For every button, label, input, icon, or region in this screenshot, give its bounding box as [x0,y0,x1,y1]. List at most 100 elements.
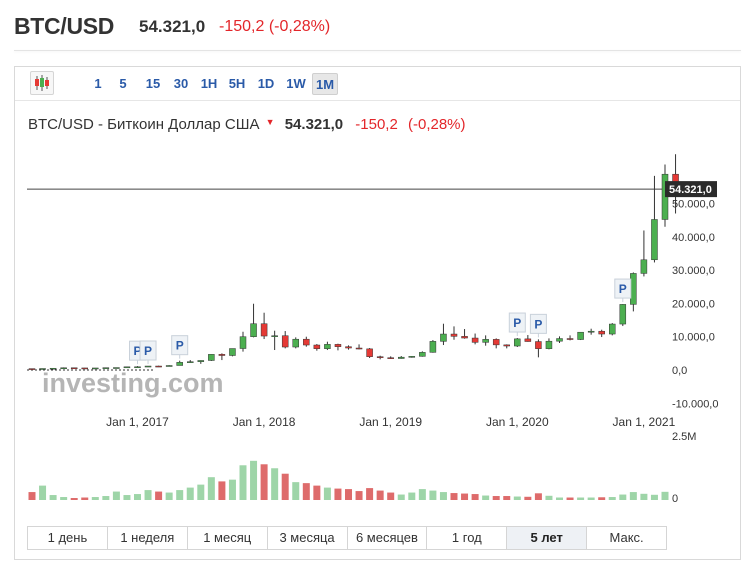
candle-body[interactable] [49,367,57,370]
candle-body[interactable] [260,323,268,337]
candle-body[interactable] [524,338,532,342]
event-marker-label: P [513,316,521,330]
chart-subtitle: BTC/USD - Биткоин Доллар США ▼ 54.321,0 … [28,116,466,133]
candle-body[interactable] [556,338,563,342]
interval-button-30[interactable]: 30 [173,76,189,91]
interval-button-5[interactable]: 5 [119,76,127,91]
candle-body[interactable] [334,344,342,347]
volume-bar [60,497,68,500]
event-marker-label: P [619,282,627,296]
x-tick-label: Jan 1, 2020 [486,415,549,429]
interval-button-1w[interactable]: 1W [286,76,306,91]
event-marker[interactable] [614,278,632,299]
range-tab-4[interactable]: 6 месяцев [348,527,428,549]
candle-body[interactable] [271,335,278,337]
candle-body[interactable] [123,366,131,369]
candle-body[interactable] [355,347,363,350]
candle-body[interactable] [587,330,595,333]
candle-body[interactable] [408,356,416,358]
candle-body[interactable] [155,365,162,368]
candle-body[interactable] [535,341,542,349]
volume-bar [155,491,163,500]
volume-bar [619,494,627,500]
candle-body[interactable] [471,337,479,343]
candle-body[interactable] [281,335,289,348]
candle-body[interactable] [345,346,352,349]
candle-body[interactable] [461,336,468,339]
current-price-label: 54.321,0 [669,184,712,196]
volume-bar [271,468,279,500]
candle-body[interactable] [102,367,110,369]
candle-body[interactable] [545,340,553,349]
candle-body[interactable] [208,354,215,361]
range-tab-7[interactable]: Макс. [609,530,644,545]
candle-body[interactable] [165,365,173,367]
candle-body[interactable] [514,338,521,347]
candle-body[interactable] [313,344,321,349]
candle-body[interactable] [197,360,205,362]
candle-body[interactable] [134,366,141,369]
candle-body[interactable] [640,259,648,274]
candle-body[interactable] [239,336,247,349]
volume-bar [661,491,669,500]
candle-body[interactable] [619,304,627,325]
candle-body[interactable] [229,348,236,356]
candle-body[interactable] [566,338,574,340]
volume-bar [323,487,331,500]
candle-body[interactable] [218,354,226,356]
candle-body[interactable] [81,367,88,370]
candle-body[interactable] [598,330,605,335]
candle-body[interactable] [482,339,489,343]
candle-body[interactable] [303,338,310,346]
event-marker[interactable] [508,312,526,333]
range-tab-6[interactable]: 5 лет [507,527,588,549]
candlestick-icon[interactable] [30,71,54,95]
candle-body[interactable] [324,344,331,349]
candle-body[interactable] [292,338,299,348]
candle-body[interactable] [39,368,46,370]
candle-body[interactable] [187,361,194,363]
volume-bar [292,482,300,500]
volume-bar [492,496,500,500]
interval-button-5h[interactable]: 5H [228,76,246,91]
range-tab-0[interactable]: 1 день [28,527,108,549]
candle-body[interactable] [113,367,120,369]
volume-bar [471,494,479,500]
candle-body[interactable] [366,348,373,357]
candle-body[interactable] [60,367,67,370]
volume-bar [345,489,352,500]
y-tick-label: 30.000,0 [672,265,715,277]
candle-body[interactable] [376,356,384,358]
interval-button-1d[interactable]: 1D [257,76,275,91]
range-tab-5[interactable]: 1 год [427,527,508,549]
candle-body[interactable] [419,352,426,357]
volume-bar [218,481,226,500]
candle-body[interactable] [176,362,183,366]
range-tab-1[interactable]: 1 неделя [108,527,188,549]
candle-body[interactable] [70,367,78,370]
candle-body[interactable] [503,344,510,347]
volume-bar [334,488,342,500]
candle-body[interactable] [250,323,257,337]
candle-body[interactable] [92,367,99,370]
candle-body[interactable] [492,339,500,346]
interval-button-15[interactable]: 15 [145,76,161,91]
candle-body[interactable] [28,368,36,370]
candle-body[interactable] [429,341,437,353]
candle-body[interactable] [450,333,458,337]
range-tab-3[interactable]: 3 месяца [268,527,348,549]
candle-body[interactable] [651,219,658,261]
candle-body[interactable] [387,357,394,359]
interval-button-1h[interactable]: 1H [200,76,218,91]
candle-body[interactable] [144,365,152,368]
candle-body[interactable] [577,331,584,340]
volume-bar [397,494,405,500]
candle-body[interactable] [440,333,447,342]
candle-body[interactable] [609,323,616,335]
range-tab-2[interactable]: 1 месяц [188,527,268,549]
interval-button-1m[interactable]: 1M [312,73,338,95]
volume-bar [640,493,648,500]
interval-button-1[interactable]: 1 [94,76,102,91]
candle-body[interactable] [398,356,405,359]
